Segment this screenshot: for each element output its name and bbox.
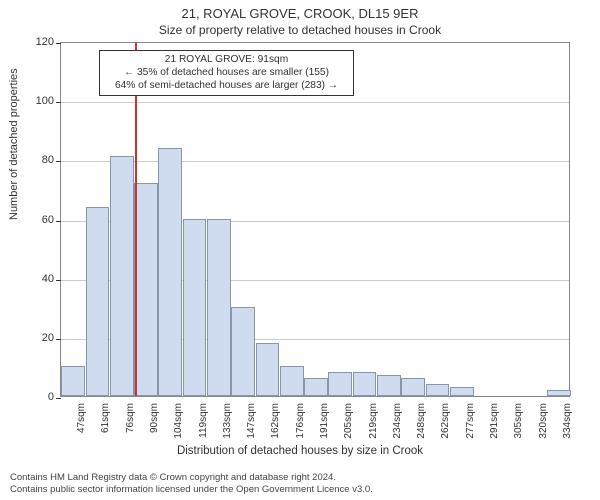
plot-region: 47sqm61sqm76sqm90sqm104sqm119sqm133sqm14… — [60, 42, 570, 397]
histogram-bar — [110, 156, 134, 396]
ytick-mark — [56, 102, 61, 103]
annotation-line: 21 ROYAL GROVE: 91sqm — [106, 54, 347, 67]
histogram-bar — [304, 378, 328, 396]
footer-line2: Contains public sector information licen… — [10, 484, 373, 496]
annotation-box: 21 ROYAL GROVE: 91sqm← 35% of detached h… — [99, 50, 354, 96]
xtick-label: 248sqm — [416, 403, 427, 439]
ytick-label: 120 — [24, 36, 54, 48]
page-title-line1: 21, ROYAL GROVE, CROOK, DL15 9ER — [0, 0, 600, 21]
xtick-label: 176sqm — [295, 403, 306, 439]
histogram-bar — [353, 372, 377, 396]
histogram-bar — [61, 366, 85, 396]
page-title-line2: Size of property relative to detached ho… — [0, 21, 600, 37]
y-axis-label: Number of detached properties — [8, 68, 20, 220]
xtick-label: 119sqm — [198, 403, 209, 438]
annotation-line: 64% of semi-detached houses are larger (… — [106, 80, 347, 93]
xtick-label: 320sqm — [538, 403, 549, 439]
xtick-label: 162sqm — [270, 403, 281, 439]
xtick-label: 76sqm — [125, 403, 136, 433]
annotation-line: ← 35% of detached houses are smaller (15… — [106, 67, 347, 80]
ytick-mark — [56, 221, 61, 222]
gridline — [61, 161, 569, 162]
ytick-mark — [56, 398, 61, 399]
xtick-label: 219sqm — [368, 403, 379, 439]
xtick-label: 90sqm — [149, 403, 160, 433]
histogram-bar — [377, 375, 401, 396]
ytick-label: 20 — [24, 332, 54, 344]
histogram-bar — [158, 148, 182, 397]
histogram-bar — [231, 307, 255, 396]
ytick-mark — [56, 280, 61, 281]
histogram-bar — [256, 343, 280, 396]
histogram-bar — [280, 366, 304, 396]
xtick-label: 133sqm — [222, 403, 233, 439]
xtick-label: 191sqm — [319, 403, 330, 439]
xtick-label: 104sqm — [173, 403, 184, 439]
histogram-bar — [401, 378, 425, 396]
histogram-bar — [207, 219, 231, 397]
xtick-label: 234sqm — [392, 403, 403, 439]
xtick-label: 277sqm — [465, 403, 476, 439]
footer-line1: Contains HM Land Registry data © Crown c… — [10, 472, 373, 484]
xtick-label: 305sqm — [513, 403, 524, 439]
xtick-label: 205sqm — [343, 403, 354, 439]
histogram-bar — [426, 384, 450, 396]
xtick-label: 334sqm — [562, 403, 573, 439]
ytick-label: 60 — [24, 214, 54, 226]
histogram-bar — [450, 387, 474, 396]
ytick-mark — [56, 339, 61, 340]
ytick-label: 0 — [24, 391, 54, 403]
gridline — [61, 102, 569, 103]
xtick-label: 61sqm — [100, 403, 111, 433]
ytick-mark — [56, 43, 61, 44]
histogram-bar — [134, 183, 158, 396]
chart-container: 21, ROYAL GROVE, CROOK, DL15 9ER Size of… — [0, 0, 600, 500]
footer-attribution: Contains HM Land Registry data © Crown c… — [10, 472, 373, 496]
histogram-bar — [328, 372, 352, 396]
ytick-label: 40 — [24, 273, 54, 285]
ytick-label: 80 — [24, 154, 54, 166]
x-axis-label: Distribution of detached houses by size … — [0, 445, 600, 457]
histogram-bar — [183, 219, 207, 397]
histogram-bar — [547, 390, 571, 396]
xtick-label: 262sqm — [440, 403, 451, 439]
ytick-mark — [56, 161, 61, 162]
xtick-label: 291sqm — [489, 403, 500, 439]
histogram-bar — [86, 207, 110, 396]
xtick-label: 147sqm — [246, 403, 257, 439]
chart-area: 47sqm61sqm76sqm90sqm104sqm119sqm133sqm14… — [60, 42, 570, 397]
ytick-label: 100 — [24, 95, 54, 107]
xtick-label: 47sqm — [76, 403, 87, 433]
